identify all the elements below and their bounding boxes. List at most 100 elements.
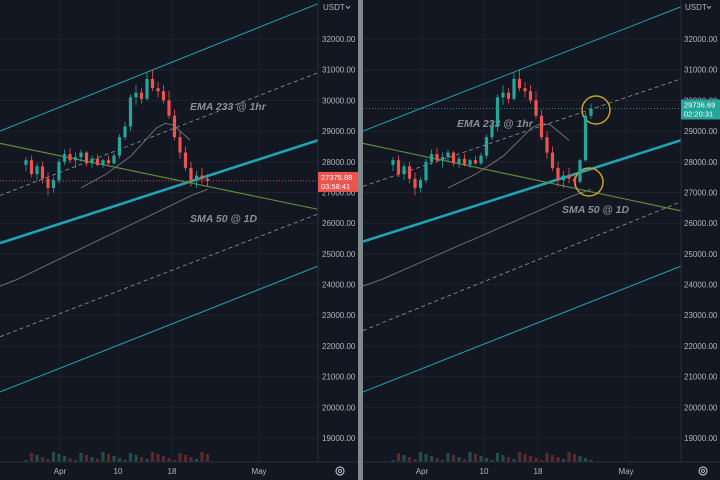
y-tick-label: 30000.00 <box>322 96 356 105</box>
y-tick-label: 31000.00 <box>322 66 356 75</box>
volume-bar <box>517 452 522 462</box>
volume-bar <box>128 453 133 462</box>
x-tick-label: May <box>618 467 633 476</box>
volume-bar <box>150 452 155 462</box>
x-tick-label: 18 <box>168 467 177 476</box>
y-tick-label: 27000.00 <box>322 188 356 197</box>
candle-body <box>145 78 149 99</box>
ema-233-line <box>80 122 191 189</box>
volume-bar <box>24 460 28 462</box>
candle-body <box>46 178 50 188</box>
y-tick-label: 21000.00 <box>684 373 718 382</box>
y-tick-label: 28000.00 <box>322 158 356 167</box>
candle-body <box>512 78 516 99</box>
candle-body <box>561 175 566 181</box>
ema-233-line <box>447 122 570 189</box>
candle-body <box>490 126 494 138</box>
volume-bar <box>172 460 177 462</box>
candle-body <box>556 167 560 181</box>
gear-icon[interactable] <box>698 466 708 476</box>
right-price-axis[interactable]: 32000.0031000.0030000.0029000.0028000.00… <box>680 0 720 462</box>
volume-bar <box>462 459 467 462</box>
chevron-down-icon[interactable] <box>706 5 712 10</box>
dashed-lower-line <box>0 213 319 338</box>
y-tick-label: 27000.00 <box>684 188 718 197</box>
left-time-axis[interactable]: Apr 10 18 May <box>0 461 358 480</box>
candle-body <box>84 152 89 164</box>
candle-body <box>435 154 439 161</box>
panel-divider[interactable] <box>358 0 363 480</box>
volume-bar <box>583 458 588 462</box>
y-tick-label: 25000.00 <box>684 250 718 259</box>
volume-bar <box>84 455 89 462</box>
chevron-down-icon[interactable] <box>345 5 351 10</box>
x-tick-label: 10 <box>114 467 123 476</box>
candle-body <box>413 178 417 188</box>
right-chart-panel[interactable]: EMA 233 @ 1hr SMA 50 @ 1D <box>362 0 682 462</box>
channel-bottom-line <box>0 265 319 393</box>
y-tick-label: 21000.00 <box>322 373 356 382</box>
volume-bar <box>200 452 204 462</box>
highlight-circle <box>581 95 611 125</box>
volume-bar <box>40 457 45 462</box>
candle-body <box>462 158 467 165</box>
right-currency-label[interactable]: USDT <box>685 3 707 12</box>
candle-body <box>79 152 83 158</box>
ema-annotation: EMA 233 @ 1hr <box>190 101 267 113</box>
volume-bar <box>457 457 461 462</box>
right-time-axis[interactable]: Apr 10 18 May <box>363 461 720 480</box>
candle-body <box>24 160 28 165</box>
left-candles <box>24 69 210 196</box>
volume-bar <box>194 459 199 462</box>
candle-body <box>106 160 111 164</box>
volume-bar <box>567 452 571 462</box>
price-tag-value: 29736.69 <box>684 100 715 109</box>
candle-body <box>440 157 445 161</box>
price-tag-value: 27375.88 <box>321 173 352 182</box>
candle-body <box>156 88 160 92</box>
volume-bar <box>35 455 39 462</box>
gear-icon[interactable] <box>335 466 345 476</box>
candle-body <box>578 160 582 182</box>
volume-bar <box>95 459 100 462</box>
volume-bar <box>495 453 500 462</box>
candle-body <box>167 100 171 116</box>
candle-body <box>429 154 434 162</box>
y-tick-label: 28000.00 <box>684 158 718 167</box>
candle-body <box>51 180 56 188</box>
candle-body <box>200 175 204 179</box>
left-drawings: EMA 233 @ 1hr SMA 50 @ 1D <box>0 3 319 393</box>
y-tick-label: 20000.00 <box>322 403 356 412</box>
sma-50-line <box>0 188 208 287</box>
x-tick-label: May <box>251 467 266 476</box>
candle-body <box>40 166 45 179</box>
volume-bar <box>396 453 401 462</box>
volume-bar <box>561 459 566 462</box>
volume-bar <box>57 454 61 462</box>
volume-bar <box>446 453 450 462</box>
candle-body <box>117 137 122 156</box>
sma-50-line <box>362 188 592 287</box>
dashed-upper-line <box>0 72 319 196</box>
left-currency-label[interactable]: USDT <box>323 3 345 12</box>
volume-bar <box>556 457 560 462</box>
x-tick-label: 10 <box>480 467 489 476</box>
volume-bar <box>189 457 193 462</box>
candle-body <box>572 178 577 182</box>
y-tick-label: 22000.00 <box>684 342 718 351</box>
left-chart-panel[interactable]: EMA 233 @ 1hr SMA 50 @ 1D <box>0 0 319 462</box>
volume-bar <box>68 458 72 462</box>
volume-bar <box>473 454 478 462</box>
volume-bar <box>451 455 456 462</box>
candle-body <box>101 160 105 165</box>
left-price-axis[interactable]: 32000.00 31000.00 30000.00 29000.00 28000.00… <box>317 0 358 462</box>
candle-body <box>57 161 61 181</box>
channel-bottom-line <box>362 265 682 393</box>
candle-body <box>112 155 116 164</box>
dashed-lower-line <box>362 201 682 331</box>
sma-annotation: SMA 50 @ 1D <box>562 204 629 216</box>
right-volume <box>391 452 593 462</box>
candle-body <box>90 158 94 164</box>
candle-body <box>451 152 456 164</box>
